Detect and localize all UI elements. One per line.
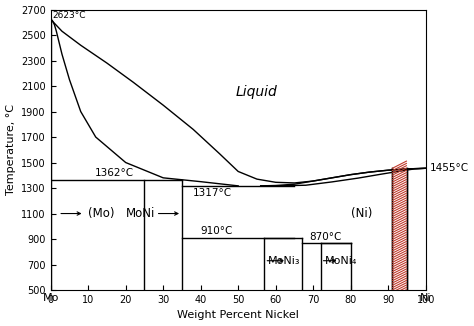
Text: MoNi₃: MoNi₃: [268, 256, 301, 266]
Text: 2623°C: 2623°C: [53, 11, 86, 20]
Text: (Ni): (Ni): [351, 207, 373, 220]
Text: Liquid: Liquid: [236, 85, 278, 99]
Text: 870°C: 870°C: [310, 231, 342, 242]
Text: MoNi: MoNi: [126, 207, 155, 220]
Text: Mo: Mo: [43, 292, 59, 303]
Text: 1317°C: 1317°C: [193, 188, 232, 198]
Bar: [392, 168, 407, 290]
Text: (Mo): (Mo): [88, 207, 115, 220]
Text: 910°C: 910°C: [201, 227, 233, 236]
Text: MoNi₄: MoNi₄: [324, 256, 357, 266]
Text: 1362°C: 1362°C: [95, 169, 134, 178]
Y-axis label: Temperature, °C: Temperature, °C: [6, 104, 16, 195]
Text: Ni: Ni: [420, 292, 431, 303]
X-axis label: Weight Percent Nickel: Weight Percent Nickel: [177, 310, 299, 320]
Text: 1455°C: 1455°C: [429, 163, 468, 173]
